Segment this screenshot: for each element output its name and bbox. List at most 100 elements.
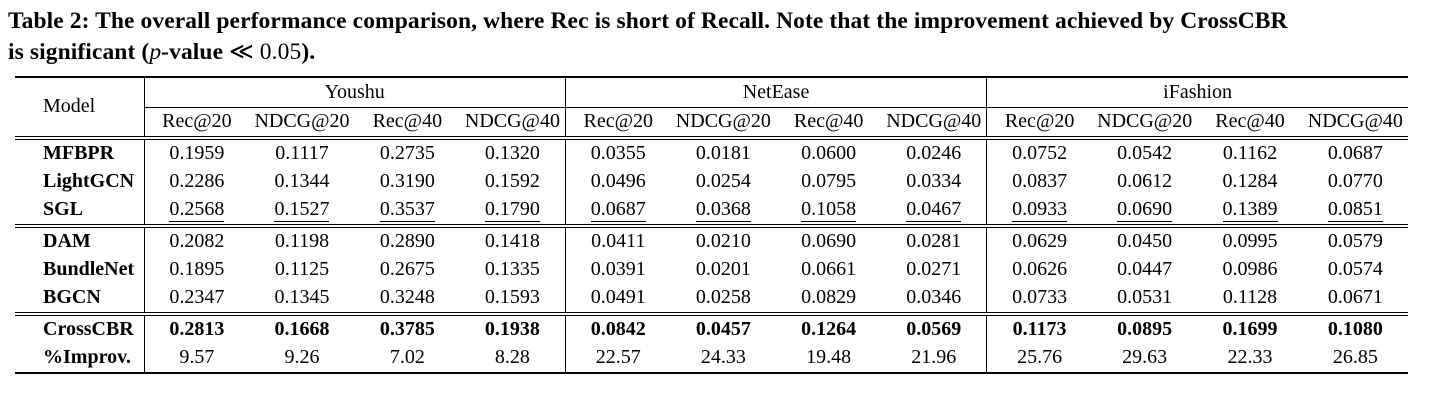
metric-value: 0.1284 [1222, 170, 1278, 193]
metric-value: 0.0837 [986, 168, 1093, 197]
metric-value: 0.1335 [484, 258, 540, 281]
table-row: BGCN 0.2347 0.1345 0.3248 0.1593 0.0491 0.0258… [15, 284, 1408, 315]
metric-value: 19.48 [806, 346, 852, 369]
metric-value: 0.1592 [484, 170, 540, 193]
metric-value: 0.1527 [249, 196, 354, 226]
metric-value: 0.1699 [1197, 312, 1303, 345]
metric-value: 0.0895 [1092, 312, 1198, 345]
metric-value: 0.1080 [1302, 312, 1409, 345]
metric-value: 0.0671 [1327, 286, 1383, 309]
table-section: DAM 0.2082 0.1198 0.2890 0.1418 0.0411 0.0210 0… [15, 224, 1409, 315]
metric-value: 0.0770 [1327, 170, 1383, 193]
metric-value: 0.0531 [1117, 286, 1173, 309]
underlined-value: 0.0933 [1012, 198, 1068, 223]
caption-math-expression: ≪ 0.05 [229, 38, 302, 65]
table-row: SGL 0.2568 0.1527 0.3537 0.1790 0.0687 0.0368 0… [15, 196, 1408, 227]
metric-value: 0.0355 [564, 136, 671, 169]
metric-value: 0.2568 [143, 196, 250, 227]
underlined-value: 0.3537 [379, 198, 435, 223]
metric-header: Rec@40 [793, 110, 864, 133]
caption-line1: Table 2: The overall performance compari… [8, 8, 1288, 34]
group-header-youshu: Youshu [143, 77, 566, 109]
metric-value: 0.0201 [695, 258, 751, 281]
metric-value: 9.26 [284, 346, 320, 369]
metric-value: 0.0752 [986, 136, 1093, 169]
metric-value: 0.0795 [801, 170, 857, 193]
table-section: CrossCBR 0.2813 0.1668 0.3785 0.1938 0.0842 0.… [15, 312, 1409, 374]
caption-line2-mid: -value [161, 38, 230, 65]
metric-value: 0.1418 [459, 224, 566, 257]
model-name: BGCN [43, 286, 101, 309]
group-header-netease: NetEase [564, 77, 987, 109]
metric-value: 0.0496 [564, 168, 671, 197]
metric-header: Rec@20 [564, 107, 671, 139]
metric-header: NDCG@20 [675, 110, 771, 133]
metric-header: NDCG@20 [254, 110, 350, 133]
metric-value: 22.57 [564, 344, 671, 374]
metric-value: 0.0542 [1092, 136, 1198, 169]
metric-value: 0.0334 [906, 170, 962, 193]
table-row: BundleNet 0.1895 0.1125 0.2675 0.1335 0.0391 0… [15, 256, 1408, 285]
metric-value: 0.0995 [1197, 224, 1303, 257]
metric-value: 0.0450 [1092, 224, 1198, 257]
underlined-value: 0.0467 [906, 198, 962, 223]
metric-value: 0.0210 [670, 224, 777, 257]
metric-value: 7.02 [389, 346, 425, 369]
model-name: LightGCN [43, 170, 135, 193]
metric-value: 0.0254 [695, 170, 751, 193]
metric-header: NDCG@20 [1097, 110, 1193, 133]
metric-value: 8.28 [494, 346, 530, 369]
metric-value: 0.0600 [776, 136, 882, 169]
underlined-value: 0.2568 [169, 198, 225, 223]
model-name: CrossCBR [15, 312, 144, 345]
underlined-value: 0.1527 [274, 198, 330, 223]
model-column-header: Model [43, 95, 96, 118]
metric-value: 0.1058 [776, 196, 881, 226]
metric-value: 0.3190 [379, 170, 435, 193]
metric-value: 0.0626 [986, 256, 1093, 285]
metric-header: NDCG@40 [886, 110, 982, 133]
table-row: DAM 0.2082 0.1198 0.2890 0.1418 0.0411 0.0210 0… [15, 224, 1409, 257]
metric-header: Rec@20 [986, 107, 1093, 139]
metric-value: 0.1198 [249, 224, 355, 257]
metric-value: 0.0733 [986, 284, 1093, 315]
model-name: MFBPR [15, 136, 144, 169]
metric-value: 0.0661 [801, 258, 857, 281]
metric-value: 0.1128 [1222, 286, 1278, 309]
table-header: Model Youshu NetEase iFashion Rec@20 NDC… [15, 77, 1409, 139]
metric-value: 0.0851 [1303, 196, 1408, 226]
table-row: LightGCN 0.2286 0.1344 0.3190 0.1592 0.0496 0.… [15, 168, 1408, 197]
metric-value: 9.57 [143, 344, 250, 374]
metric-value: 0.0690 [1092, 196, 1197, 226]
table-section: MFBPR 0.1959 0.1117 0.2735 0.1320 0.0355 0.018… [15, 136, 1409, 227]
metric-value: 0.0368 [671, 196, 776, 226]
metric-value: 0.1389 [1197, 196, 1302, 226]
metric-value: 0.0447 [1117, 258, 1173, 281]
metric-value: 0.0246 [881, 136, 987, 169]
model-name: %Improv. [43, 346, 131, 369]
metric-value: 0.0181 [670, 136, 777, 169]
metric-header: Rec@20 [143, 107, 250, 139]
metric-value: 0.0569 [881, 312, 987, 345]
underlined-value: 0.0368 [695, 198, 751, 223]
metric-value: 0.2890 [354, 224, 460, 257]
metric-value: 0.2286 [143, 168, 250, 197]
table-row: CrossCBR 0.2813 0.1668 0.3785 0.1938 0.0842 0.… [15, 312, 1409, 345]
metric-value: 0.1117 [249, 136, 355, 169]
metric-value: 0.0842 [564, 312, 671, 345]
metric-value: 0.1320 [459, 136, 566, 169]
metric-value: 0.0346 [906, 286, 962, 309]
metric-value: 0.0687 [564, 196, 671, 227]
underlined-value: 0.0690 [1117, 198, 1173, 223]
caption-line2-prefix: is significant ( [8, 38, 150, 65]
dataset-header-row: Model Youshu NetEase iFashion [15, 77, 1409, 117]
table-caption: Table 2: The overall performance compari… [8, 6, 1432, 67]
underlined-value: 0.1058 [801, 198, 857, 223]
metric-value: 0.1162 [1197, 136, 1303, 169]
metric-value: 26.85 [1332, 346, 1378, 369]
metric-value: 0.0491 [564, 284, 671, 315]
metric-value: 0.1790 [460, 196, 565, 226]
metric-value: 0.0829 [801, 286, 857, 309]
metric-value: 0.1593 [484, 286, 540, 309]
metric-value: 0.1344 [274, 170, 330, 193]
